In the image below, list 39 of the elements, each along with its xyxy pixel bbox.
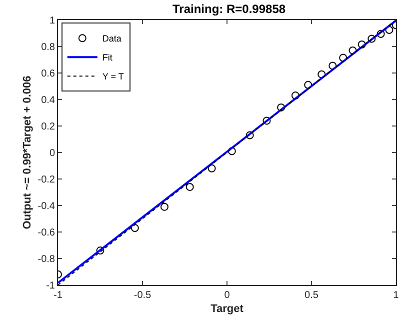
y-tick-label: 0 xyxy=(49,148,56,159)
point xyxy=(130,224,139,232)
y-tick-label: -0.4 xyxy=(38,201,56,212)
chart-title: Training: R=0.99858 xyxy=(172,2,286,16)
point xyxy=(96,246,104,255)
y-tick-label: 1 xyxy=(49,16,56,26)
point xyxy=(368,34,376,43)
point xyxy=(304,80,312,89)
y-tick-label: -1 xyxy=(46,280,56,292)
point xyxy=(277,103,286,112)
y-tick-label: 0.4 xyxy=(41,95,56,106)
y-tick-label: 0.2 xyxy=(41,122,56,132)
point xyxy=(376,30,385,38)
point xyxy=(328,62,337,70)
point xyxy=(186,182,194,191)
legend-label: Data xyxy=(102,34,122,44)
y-tick-label: -0.6 xyxy=(38,228,56,238)
point xyxy=(228,147,236,156)
point xyxy=(385,26,394,34)
point xyxy=(246,131,254,140)
y-tick-label: -0.2 xyxy=(38,174,56,186)
y-tick-label: 0.8 xyxy=(41,42,56,53)
y-tick-label: -0.8 xyxy=(38,254,56,265)
point xyxy=(262,116,271,125)
x-tick-label: -0.5 xyxy=(134,290,152,301)
legend-label: Fit xyxy=(102,52,113,63)
point xyxy=(318,70,326,78)
point xyxy=(160,202,168,211)
x-tick-label: 0 xyxy=(224,290,230,301)
point xyxy=(291,92,300,100)
y-tick-label: 0.6 xyxy=(41,68,56,80)
y-axis-title: Output ~= 0.99*Target + 0.006 xyxy=(21,76,34,230)
x-tick-label: 0.5 xyxy=(304,290,319,301)
x-axis-title: Target xyxy=(210,303,244,316)
legend-label: Y = T xyxy=(102,72,124,82)
point xyxy=(358,40,366,49)
point xyxy=(339,54,348,62)
x-tick-label: 1 xyxy=(393,290,400,301)
point xyxy=(208,164,216,172)
